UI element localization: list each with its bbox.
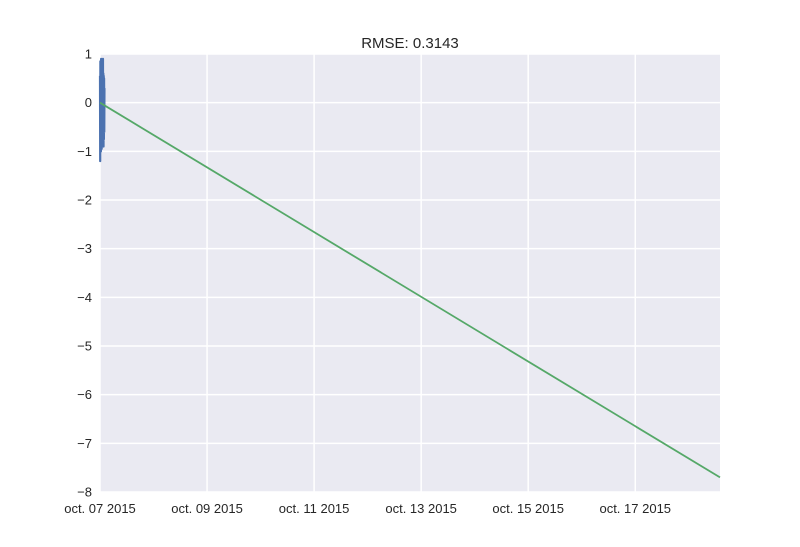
y-tick-label: −1 xyxy=(77,144,92,159)
x-tick-label: oct. 15 2015 xyxy=(492,501,564,516)
x-tick-label: oct. 07 2015 xyxy=(64,501,136,516)
y-tick-label: −5 xyxy=(77,339,92,354)
y-tick-label: −2 xyxy=(77,193,92,208)
x-tick-label: oct. 17 2015 xyxy=(599,501,671,516)
y-tick-label: −8 xyxy=(77,485,92,500)
x-tick-label: oct. 09 2015 xyxy=(171,501,243,516)
series-line-1 xyxy=(98,57,106,163)
y-tick-label: −4 xyxy=(77,290,92,305)
plot-background xyxy=(100,54,720,492)
y-tick-label: −7 xyxy=(77,436,92,451)
y-tick-label: −3 xyxy=(77,241,92,256)
y-tick-label: 1 xyxy=(85,47,92,62)
y-tick-label: −6 xyxy=(77,387,92,402)
x-tick-label: oct. 11 2015 xyxy=(279,501,350,516)
series-line-2 xyxy=(99,101,721,479)
chart-title: RMSE: 0.3143 xyxy=(361,35,459,52)
y-tick-label: 0 xyxy=(85,95,92,110)
x-tick-labels: oct. 07 2015 oct. 09 2015 oct. 11 2015 oct.… xyxy=(64,501,671,516)
y-tick-labels: 1 0 −1 −2 −3 −4 −5 −6 −7 −8 xyxy=(77,47,92,500)
series-lines xyxy=(98,57,721,479)
x-tick-label: oct. 13 2015 xyxy=(385,501,457,516)
